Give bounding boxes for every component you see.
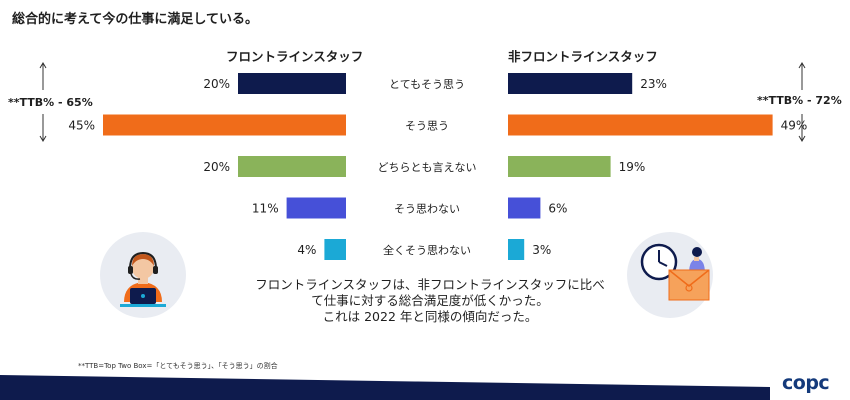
svg-text:copc: copc	[782, 372, 829, 394]
label-frontline-2: 20%	[203, 160, 230, 174]
clock-and-envelope-icon	[627, 232, 713, 318]
category-label-4: 全くそう思わない	[383, 243, 471, 257]
label-frontline-4: 4%	[297, 243, 316, 257]
bar-non-frontline-1	[508, 114, 773, 136]
footer-band	[0, 375, 770, 400]
copc-logo: copc	[782, 372, 830, 394]
page-title: 総合的に考えて今の仕事に満足している。	[12, 12, 258, 27]
label-non-frontline-4: 3%	[532, 243, 551, 257]
headset-agent-icon	[100, 232, 186, 318]
category-label-3: そう思わない	[394, 203, 460, 216]
ttb-left-arrow-icon	[39, 62, 47, 142]
bar-frontline-0	[238, 73, 346, 94]
bar-frontline-1	[103, 114, 346, 136]
bar-non-frontline-3	[508, 197, 541, 219]
bar-frontline-4	[324, 239, 346, 260]
footnote: **TTB=Top Two Box=「とてもそう思う」、「そう思う」の割合	[78, 362, 278, 370]
frontline-header: フロントラインスタッフ	[226, 49, 364, 64]
bar-non-frontline-2	[508, 156, 611, 177]
bar-non-frontline-4	[508, 239, 525, 260]
label-non-frontline-1: 49%	[781, 119, 808, 133]
label-non-frontline-0: 23%	[640, 77, 667, 91]
label-frontline-3: 11%	[252, 202, 279, 216]
ttb-right-label: **TTB% - 72%	[757, 94, 842, 107]
ttb-left-label: **TTB% - 65%	[8, 96, 93, 109]
summary-line-2: て仕事に対する総合満足度が低くかった。	[311, 293, 549, 308]
label-frontline-1: 45%	[68, 119, 95, 133]
summary-line-1: フロントラインスタッフは、非フロントラインスタッフに比べ	[255, 277, 605, 292]
non-frontline-header: 非フロントラインスタッフ	[508, 49, 658, 64]
category-label-2: どちらとも言えない	[378, 161, 477, 174]
summary-text: フロントラインスタッフは、非フロントラインスタッフに比べ て仕事に対する総合満足…	[235, 277, 625, 325]
label-non-frontline-3: 6%	[548, 202, 567, 216]
ttb-right-arrow-icon	[798, 62, 806, 142]
label-non-frontline-2: 19%	[619, 160, 646, 174]
category-label-1: そう思う	[405, 120, 449, 133]
label-frontline-0: 20%	[203, 77, 230, 91]
bar-frontline-3	[286, 197, 346, 219]
bar-non-frontline-0	[508, 73, 633, 94]
category-label-0: とてもそう思う	[389, 78, 465, 91]
summary-line-3: これは 2022 年と同様の傾向だった。	[322, 309, 538, 324]
bar-frontline-2	[238, 156, 346, 177]
